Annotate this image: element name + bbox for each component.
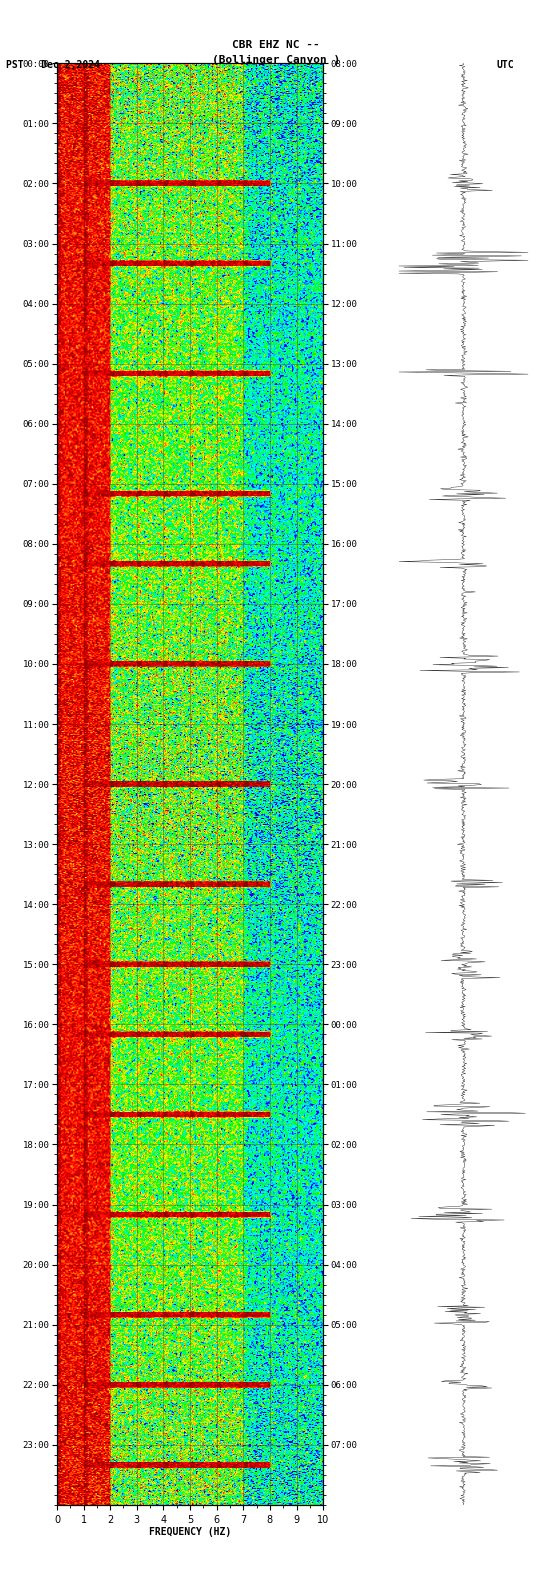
Text: CBR EHZ NC --: CBR EHZ NC -- [232, 40, 320, 49]
X-axis label: FREQUENCY (HZ): FREQUENCY (HZ) [149, 1527, 231, 1538]
Text: PST   Dec 2,2024: PST Dec 2,2024 [6, 60, 99, 70]
Text: UTC: UTC [497, 60, 514, 70]
Text: (Bollinger Canyon ): (Bollinger Canyon ) [212, 55, 340, 65]
